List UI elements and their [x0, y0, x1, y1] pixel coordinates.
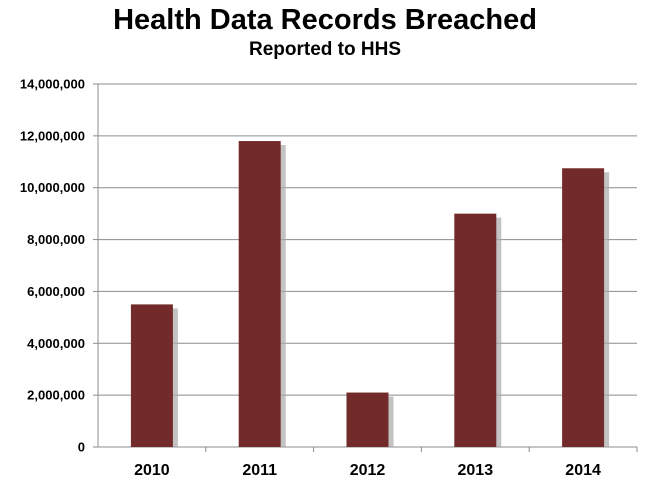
x-tick-label: 2011	[242, 462, 277, 479]
x-tick-label: 2010	[134, 462, 170, 479]
y-tick-label: 6,000,000	[27, 284, 85, 299]
chart-subtitle: Reported to HHS	[249, 39, 401, 60]
y-tick-label: 12,000,000	[20, 128, 85, 143]
chart-title: Health Data Records Breached	[113, 4, 537, 36]
x-axis-tick-labels: 2010 2011 2012 2013 2014	[134, 462, 601, 479]
bars	[130, 141, 610, 448]
bar-2014	[562, 168, 605, 447]
y-tick-label: 8,000,000	[27, 232, 85, 247]
bar-2013	[454, 213, 497, 447]
y-tick-label: 14,000,000	[20, 77, 85, 92]
bar-2010	[130, 304, 173, 447]
x-tick-label: 2014	[565, 462, 601, 479]
x-tick-label: 2013	[458, 462, 494, 479]
y-axis-tick-labels: 0 2,000,000 4,000,000 6,000,000 8,000,000 10,…	[20, 77, 85, 455]
bar-2011	[238, 141, 281, 448]
x-tick-label: 2012	[350, 462, 386, 479]
bar-2012	[346, 392, 389, 447]
y-tick-label: 10,000,000	[20, 180, 85, 195]
y-tick-label: 0	[78, 440, 85, 455]
gridlines	[98, 83, 637, 396]
y-tick-label: 2,000,000	[27, 388, 85, 403]
y-tick-label: 4,000,000	[27, 336, 85, 351]
